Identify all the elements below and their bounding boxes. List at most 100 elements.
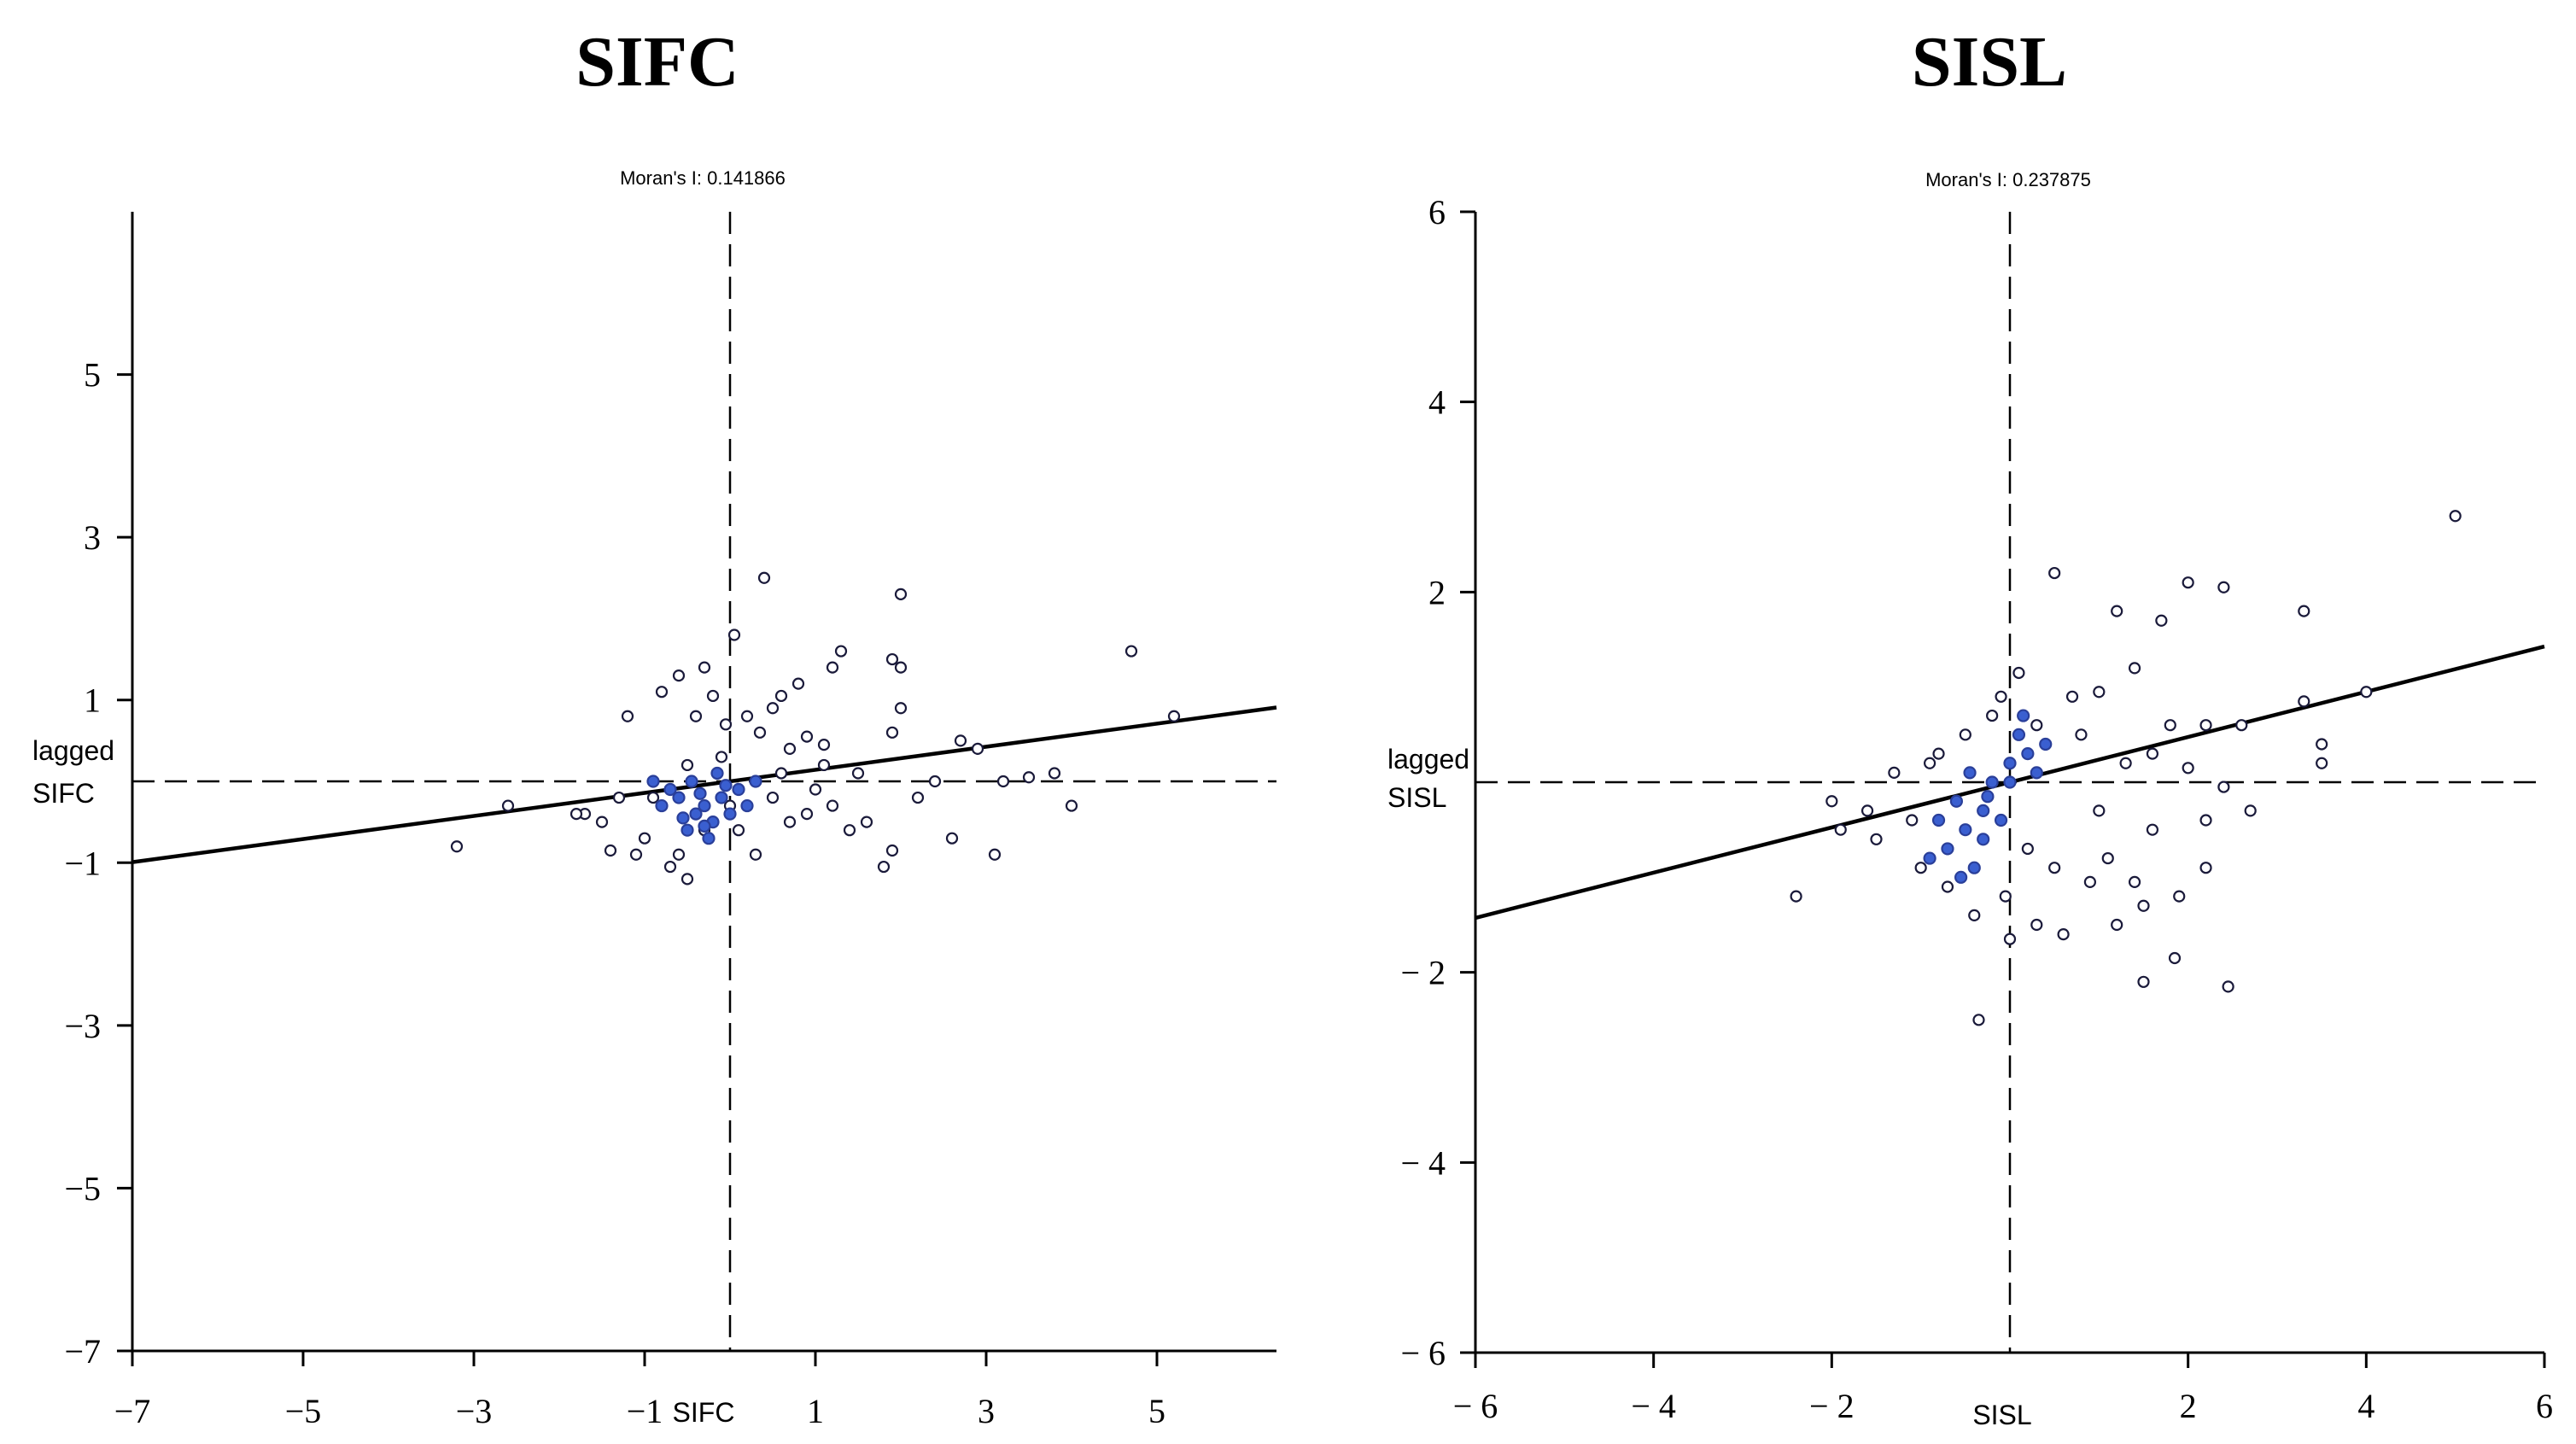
data-point	[877, 860, 891, 874]
data-point	[851, 767, 865, 780]
data-point-dense	[2003, 757, 2017, 770]
data-point	[2030, 918, 2043, 932]
data-point-dense	[710, 766, 724, 780]
data-point-dense	[1941, 842, 1954, 856]
data-point-dense	[1923, 851, 1936, 865]
data-point	[706, 689, 720, 703]
data-point	[2199, 814, 2212, 827]
x-tick-label: − 4	[1631, 1387, 1676, 1425]
data-point	[1906, 814, 1919, 827]
data-point-dense	[1994, 813, 2008, 827]
data-point	[621, 710, 634, 722]
data-point	[2119, 757, 2132, 769]
data-point	[1022, 771, 1036, 784]
data-point-dense	[693, 786, 707, 800]
data-point	[2164, 719, 2176, 732]
data-point	[740, 710, 754, 722]
data-point	[2360, 686, 2373, 699]
sifc-plot-area: −7 −5 −3 −1 1 3 5 5 3 1 −1 −3 −5 −7	[64, 212, 1277, 1430]
data-point	[928, 775, 942, 788]
data-point	[689, 710, 703, 722]
data-point	[885, 726, 899, 739]
x-tick-label: 6	[2536, 1387, 2553, 1425]
data-point	[800, 730, 814, 743]
data-point	[800, 808, 814, 821]
data-point	[715, 751, 728, 763]
data-point-dense	[1963, 766, 1977, 780]
y-tick-label: −1	[64, 844, 101, 882]
data-point	[894, 702, 908, 715]
data-point	[2128, 662, 2141, 675]
data-point	[817, 758, 831, 772]
panel-title-sifc: SIFC	[575, 22, 739, 102]
data-point	[727, 628, 741, 641]
data-point	[826, 661, 839, 674]
data-point	[2298, 605, 2310, 617]
data-point	[817, 739, 831, 751]
data-point	[1860, 804, 1874, 817]
data-point	[612, 791, 626, 804]
data-point	[2137, 899, 2150, 912]
data-point	[2137, 975, 2150, 988]
data-point	[2128, 875, 2141, 889]
data-point-dense	[1954, 870, 1968, 884]
data-point-dense	[663, 782, 677, 797]
data-point-dense	[1977, 804, 1990, 818]
data-point	[894, 588, 908, 600]
data-point	[2449, 510, 2462, 523]
y-tick-label: 4	[1428, 383, 1446, 422]
data-point	[2217, 780, 2230, 793]
data-point-dense	[1981, 790, 1995, 804]
data-point	[1048, 767, 1061, 780]
y-tick-label: 6	[1428, 193, 1446, 231]
data-point	[698, 661, 711, 674]
data-point	[450, 840, 464, 853]
data-point-dense	[655, 798, 669, 813]
data-point	[757, 571, 771, 584]
data-point-dense	[676, 811, 690, 825]
data-point	[681, 873, 694, 886]
data-point	[629, 848, 643, 861]
data-point	[826, 799, 839, 812]
data-point	[885, 652, 899, 666]
data-point	[945, 832, 959, 845]
data-point	[1124, 645, 1138, 658]
data-point	[2235, 719, 2248, 732]
data-point-dense	[732, 782, 745, 797]
data-point	[2021, 842, 2034, 856]
data-point	[672, 848, 686, 861]
sifc-panel: SIFC Moran's I: 0.141866 −7 −5 −3 −1 1 3 5531−…	[32, 22, 1277, 1430]
data-point-dense	[646, 775, 660, 788]
y-tick-label: − 6	[1400, 1334, 1446, 1372]
x-tick-label: 1	[807, 1392, 824, 1430]
data-point	[1914, 862, 1927, 874]
data-point	[2048, 566, 2061, 580]
data-point	[2146, 747, 2159, 760]
sisl-plot-area: − 6 − 4 − 2 2 4 6 6 4 2 − 2 − 4 − 6	[1400, 193, 2553, 1425]
data-point-dense	[1977, 833, 1990, 846]
data-point	[2298, 695, 2310, 708]
y-tick-label: −7	[64, 1332, 101, 1371]
data-point-dense	[1931, 813, 1946, 827]
data-point	[2075, 728, 2088, 741]
data-point	[834, 645, 848, 658]
data-point	[663, 860, 677, 874]
data-point-dense	[689, 807, 703, 821]
data-point	[2111, 918, 2123, 932]
data-point	[809, 783, 822, 796]
x-tick-label: 2	[2180, 1387, 2197, 1425]
y-tick-label: 2	[1428, 573, 1446, 611]
data-point	[2083, 875, 2096, 889]
x-tick-label: 5	[1148, 1392, 1165, 1430]
data-point-dense	[1959, 823, 1972, 837]
y-tick-label: 1	[84, 681, 101, 720]
data-point	[1959, 728, 1971, 741]
data-point-dense	[2017, 709, 2030, 722]
y-tick-label: − 4	[1400, 1143, 1446, 1182]
data-point-dense	[681, 823, 694, 837]
data-point	[646, 791, 660, 804]
data-point	[672, 669, 686, 682]
y-tick-label: − 2	[1400, 954, 1446, 992]
data-point	[501, 799, 515, 812]
